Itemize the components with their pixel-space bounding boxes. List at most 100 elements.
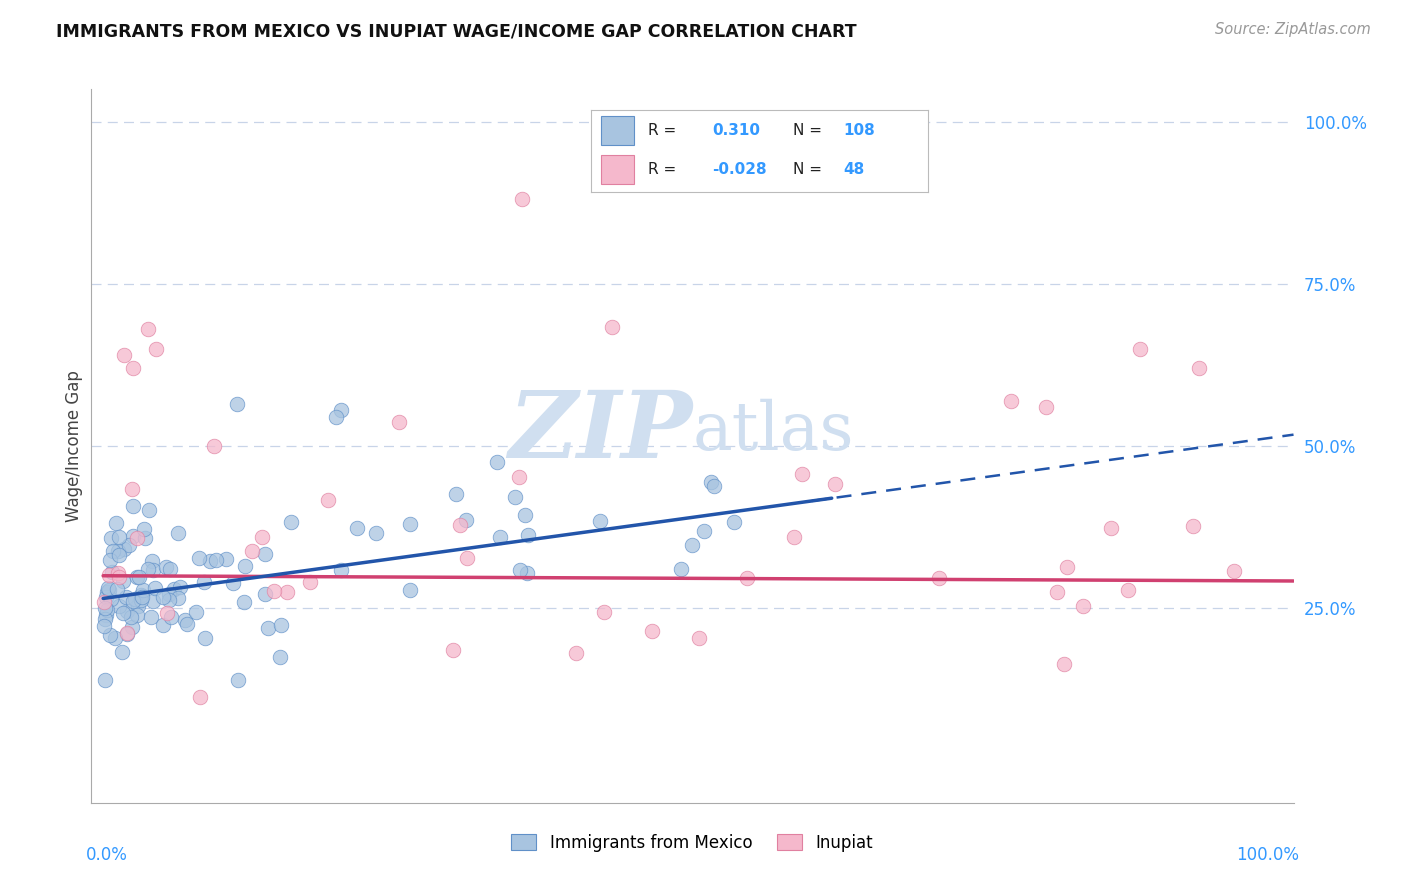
Point bbox=[117, 625, 139, 640]
Text: ZIP: ZIP bbox=[508, 387, 692, 476]
Point bbox=[693, 524, 716, 538]
Point bbox=[120, 610, 142, 624]
Point bbox=[449, 518, 471, 533]
Point bbox=[129, 592, 152, 607]
Point bbox=[93, 600, 115, 615]
Text: N =: N = bbox=[793, 123, 823, 138]
Point bbox=[276, 585, 298, 599]
Point bbox=[366, 526, 388, 541]
Point bbox=[253, 587, 276, 601]
Y-axis label: Wage/Income Gap: Wage/Income Gap bbox=[65, 370, 83, 522]
Point bbox=[157, 593, 180, 607]
Text: R =: R = bbox=[648, 123, 676, 138]
Point bbox=[204, 440, 226, 454]
Point bbox=[1099, 521, 1122, 535]
Point bbox=[112, 348, 135, 362]
Point bbox=[1222, 565, 1244, 579]
Text: atlas: atlas bbox=[692, 399, 853, 465]
Point bbox=[125, 570, 148, 584]
Point bbox=[589, 514, 612, 528]
Point bbox=[96, 584, 118, 599]
Point bbox=[101, 544, 124, 558]
Point bbox=[513, 508, 536, 522]
Point bbox=[96, 603, 118, 617]
Point bbox=[121, 361, 143, 376]
Point bbox=[107, 599, 129, 614]
Point bbox=[214, 552, 236, 566]
Point bbox=[94, 673, 117, 687]
Point bbox=[115, 590, 138, 604]
Point bbox=[399, 583, 422, 598]
Point bbox=[263, 583, 285, 598]
Point bbox=[503, 490, 526, 504]
Point bbox=[132, 583, 155, 598]
Point bbox=[1129, 342, 1152, 356]
Point bbox=[1046, 585, 1069, 599]
Point bbox=[121, 620, 143, 634]
Point bbox=[131, 588, 153, 602]
Point bbox=[723, 515, 745, 529]
Point bbox=[128, 570, 150, 584]
Point bbox=[111, 645, 134, 659]
Text: 0.0%: 0.0% bbox=[86, 846, 128, 863]
Point bbox=[176, 617, 198, 632]
Point bbox=[1056, 559, 1078, 574]
Point bbox=[783, 530, 806, 544]
Point bbox=[190, 690, 212, 705]
Point bbox=[108, 548, 131, 562]
Text: 48: 48 bbox=[844, 161, 865, 177]
Point bbox=[187, 551, 209, 566]
Point bbox=[100, 592, 122, 607]
Point bbox=[98, 628, 121, 642]
Text: IMMIGRANTS FROM MEXICO VS INUPIAT WAGE/INCOME GAP CORRELATION CHART: IMMIGRANTS FROM MEXICO VS INUPIAT WAGE/I… bbox=[56, 22, 856, 40]
Point bbox=[486, 455, 509, 469]
Point bbox=[1116, 582, 1139, 597]
Point bbox=[108, 570, 131, 584]
Point bbox=[928, 571, 950, 585]
Point bbox=[193, 574, 215, 589]
Text: -0.028: -0.028 bbox=[711, 161, 766, 177]
Point bbox=[100, 531, 122, 545]
Point bbox=[330, 563, 353, 577]
Point bbox=[600, 319, 623, 334]
Point bbox=[688, 631, 710, 645]
Point bbox=[138, 503, 160, 517]
Point bbox=[105, 582, 128, 596]
Point bbox=[703, 478, 725, 492]
Text: 100.0%: 100.0% bbox=[1236, 846, 1299, 863]
Point bbox=[167, 591, 190, 606]
Point bbox=[735, 571, 758, 585]
Point bbox=[1000, 393, 1022, 408]
Point bbox=[97, 582, 120, 597]
Text: N =: N = bbox=[793, 161, 823, 177]
Point bbox=[115, 604, 138, 618]
Point bbox=[330, 403, 353, 417]
Text: 0.310: 0.310 bbox=[711, 123, 761, 138]
Point bbox=[700, 475, 723, 489]
Point bbox=[125, 607, 148, 622]
Point bbox=[100, 553, 122, 567]
Point bbox=[104, 631, 127, 645]
Point bbox=[124, 592, 146, 607]
Point bbox=[516, 566, 538, 580]
Point bbox=[93, 619, 115, 633]
Point bbox=[240, 544, 263, 558]
Point bbox=[136, 322, 159, 336]
Point bbox=[163, 582, 186, 596]
Point bbox=[131, 590, 153, 604]
Point bbox=[139, 610, 162, 624]
Point bbox=[156, 606, 179, 620]
Point bbox=[510, 193, 533, 207]
Point bbox=[104, 516, 127, 530]
Point bbox=[118, 538, 141, 552]
Text: R =: R = bbox=[648, 161, 676, 177]
Point bbox=[233, 558, 256, 573]
Point bbox=[101, 565, 124, 579]
Point bbox=[269, 650, 291, 665]
Point bbox=[159, 562, 181, 576]
Point bbox=[1035, 400, 1057, 414]
Point bbox=[517, 528, 540, 542]
Point bbox=[399, 517, 422, 532]
Point bbox=[160, 610, 183, 624]
Point bbox=[127, 531, 149, 545]
